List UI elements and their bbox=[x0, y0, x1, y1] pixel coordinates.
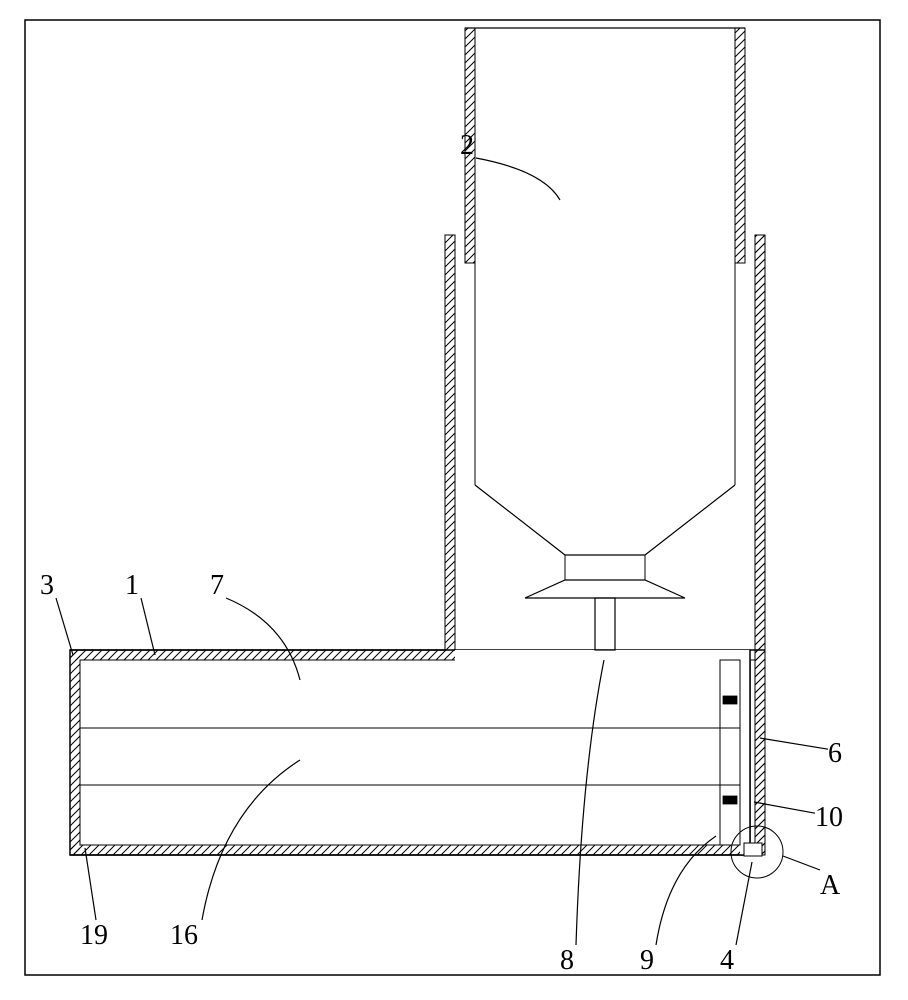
callout-label-2: 2 bbox=[460, 130, 474, 162]
callout-label-16: 16 bbox=[170, 920, 198, 952]
callout-label-4: 4 bbox=[720, 945, 734, 977]
callout-label-7: 7 bbox=[210, 570, 224, 602]
callout-label-8: 8 bbox=[560, 945, 574, 977]
callout-label-10: 10 bbox=[815, 802, 843, 834]
callout-label-6: 6 bbox=[828, 738, 842, 770]
callout-label-19: 19 bbox=[80, 920, 108, 952]
callout-label-1: 1 bbox=[125, 570, 139, 602]
callout-label-3: 3 bbox=[40, 570, 54, 602]
callout-label-9: 9 bbox=[640, 945, 654, 977]
callout-label-A: A bbox=[820, 870, 840, 902]
technical-diagram bbox=[0, 0, 908, 1000]
